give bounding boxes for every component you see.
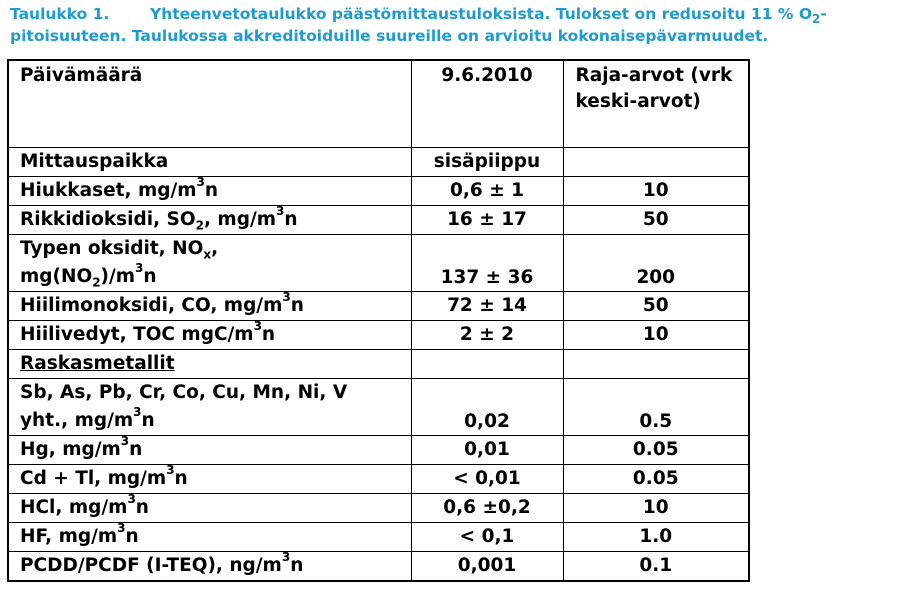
- value-cell: 0,6 ± 1: [410, 175, 564, 206]
- table-row: Cd + Tl, mg/m3n < 0,01 0.05: [7, 463, 750, 494]
- parameter-cell: Cd + Tl, mg/m3n: [7, 463, 412, 494]
- caption-text-2: -pitoisuuteen. Taulukossa akkreditoiduil…: [10, 5, 827, 45]
- value-cell: sisäpiippu: [410, 146, 564, 177]
- table-row: HF, mg/m3n < 0,1 1.0: [7, 521, 750, 552]
- limit-cell: 10: [562, 492, 750, 523]
- value-cell: < 0,1: [410, 521, 564, 552]
- value-cell: 0,02: [410, 377, 564, 436]
- limit-cell: 1.0: [562, 521, 750, 552]
- parameter-cell: Mittauspaikka: [7, 146, 412, 177]
- value-cell: 0,001: [410, 550, 564, 581]
- limit-cell: [562, 146, 750, 177]
- value-cell: [410, 348, 564, 379]
- caption-number: Taulukko 1.: [10, 5, 110, 23]
- date-label-cell: Päivämäärä: [7, 59, 412, 148]
- table-caption: Taulukko 1. Yhteenvetotaulukko päästömitt…: [10, 3, 908, 47]
- emission-results-table: Päivämäärä 9.6.2010 Raja-arvot (vrk kesk…: [7, 59, 750, 582]
- parameter-cell: Hg, mg/m3n: [7, 434, 412, 465]
- limit-cell: 50: [562, 290, 750, 321]
- table-row: HCl, mg/m3n 0,6 ±0,2 10: [7, 492, 750, 523]
- table-header-row: Päivämäärä 9.6.2010 Raja-arvot (vrk kesk…: [7, 59, 750, 148]
- table-row: PCDD/PCDF (I-TEQ), ng/m3n 0,001 0.1: [7, 550, 750, 581]
- table-row: Hiilimonoksidi, CO, mg/m3n 72 ± 14 50: [7, 290, 750, 321]
- limit-cell: 10: [562, 175, 750, 206]
- limit-cell: 0.1: [562, 550, 750, 581]
- limit-label-cell: Raja-arvot (vrk keski-arvot): [562, 59, 750, 148]
- limit-cell: [562, 348, 750, 379]
- date-cell: 9.6.2010: [410, 59, 564, 148]
- limit-cell: 0.5: [562, 377, 750, 436]
- value-cell: 16 ± 17: [410, 204, 564, 235]
- parameter-cell: PCDD/PCDF (I-TEQ), ng/m3n: [7, 550, 412, 581]
- parameter-cell: Rikkidioksidi, SO2, mg/m3n: [7, 204, 412, 235]
- limit-cell: 200: [562, 233, 750, 292]
- table-row: Hiilivedyt, TOC mgC/m3n 2 ± 2 10: [7, 319, 750, 350]
- parameter-cell: Raskasmetallit: [7, 348, 412, 379]
- parameter-cell: HF, mg/m3n: [7, 521, 412, 552]
- parameter-cell: Hiukkaset, mg/m3n: [7, 175, 412, 206]
- table-row: Hiukkaset, mg/m3n 0,6 ± 1 10: [7, 175, 750, 206]
- parameter-cell: Hiilimonoksidi, CO, mg/m3n: [7, 290, 412, 321]
- value-cell: 2 ± 2: [410, 319, 564, 350]
- limit-cell: 0.05: [562, 463, 750, 494]
- caption-subscript: 2: [812, 12, 821, 27]
- limit-cell: 50: [562, 204, 750, 235]
- caption-text-1: Yhteenvetotaulukko päästömittaustuloksis…: [150, 5, 813, 23]
- table-row: Mittauspaikka sisäpiippu: [7, 146, 750, 177]
- table-row: Typen oksidit, NOx, mg(NO2)/m3n 137 ± 36 …: [7, 233, 750, 292]
- table-row: Hg, mg/m3n 0,01 0.05: [7, 434, 750, 465]
- value-cell: 137 ± 36: [410, 233, 564, 292]
- parameter-cell: Hiilivedyt, TOC mgC/m3n: [7, 319, 412, 350]
- value-cell: 0,6 ±0,2: [410, 492, 564, 523]
- limit-cell: 10: [562, 319, 750, 350]
- parameter-cell: Typen oksidit, NOx, mg(NO2)/m3n: [7, 233, 412, 292]
- table-row: Raskasmetallit: [7, 348, 750, 379]
- heavy-metals-heading: Raskasmetallit: [20, 352, 175, 374]
- parameter-cell: HCl, mg/m3n: [7, 492, 412, 523]
- value-cell: 0,01: [410, 434, 564, 465]
- limit-cell: 0.05: [562, 434, 750, 465]
- value-cell: 72 ± 14: [410, 290, 564, 321]
- table-row: Rikkidioksidi, SO2, mg/m3n 16 ± 17 50: [7, 204, 750, 235]
- value-cell: < 0,01: [410, 463, 564, 494]
